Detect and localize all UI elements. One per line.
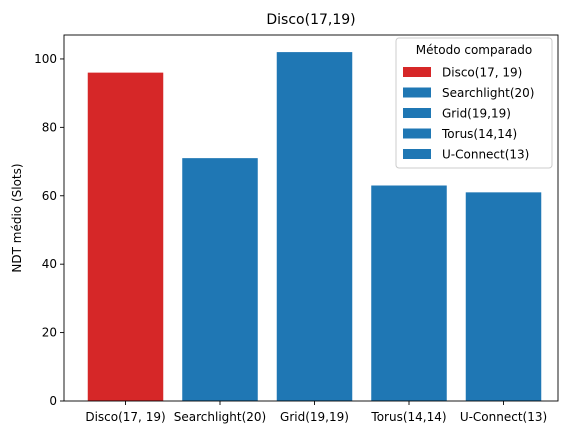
x-ticks-group: Disco(17, 19) Searchlight(20) Grid(19,19) T… (85, 401, 547, 424)
legend-swatch-0 (403, 67, 431, 77)
axes-group (63, 34, 559, 402)
legend-swatch-1 (403, 87, 431, 98)
y-ticks-group: 0 20 40 60 80 100 (34, 52, 64, 408)
bar-3 (371, 185, 447, 401)
bar-4 (465, 192, 542, 401)
bar-0 (87, 72, 164, 402)
x-tick-label-1: Searchlight(20) (174, 410, 266, 424)
legend-swatch-2 (403, 108, 431, 118)
legend-label-4: U-Connect(13) (442, 148, 529, 162)
y-tick-label-5: 100 (34, 52, 57, 66)
x-tick-label-0: Disco(17, 19) (85, 410, 165, 424)
x-tick-label-4: U-Connect(13) (460, 410, 547, 424)
bar-2 (276, 52, 353, 401)
bars-group (87, 52, 542, 402)
bar-1 (182, 158, 258, 401)
x-tick-label-2: Grid(19,19) (280, 410, 349, 424)
y-tick-label-1: 20 (42, 326, 57, 340)
y-tick-label-4: 80 (42, 120, 57, 134)
legend: Método comparado Disco(17, 19) Searchlight… (395, 37, 553, 169)
plot-frame (63, 34, 559, 402)
y-tick-label-3: 60 (42, 189, 57, 203)
legend-title: Método comparado (416, 43, 532, 57)
legend-label-3: Torus(14,14) (441, 127, 517, 141)
legend-box (395, 37, 553, 169)
y-tick-label-0: 0 (49, 394, 57, 408)
chart-title: Disco(17,19) (266, 12, 355, 28)
legend-label-2: Grid(19,19) (442, 107, 511, 121)
y-tick-label-2: 40 (42, 257, 57, 271)
legend-swatch-4 (403, 149, 431, 159)
legend-swatch-3 (403, 128, 431, 139)
x-tick-label-3: Torus(14,14) (370, 410, 446, 424)
legend-label-1: Searchlight(20) (442, 86, 534, 100)
legend-label-0: Disco(17, 19) (442, 66, 522, 80)
y-axis-label: NDT médio (Slots) (10, 163, 24, 272)
